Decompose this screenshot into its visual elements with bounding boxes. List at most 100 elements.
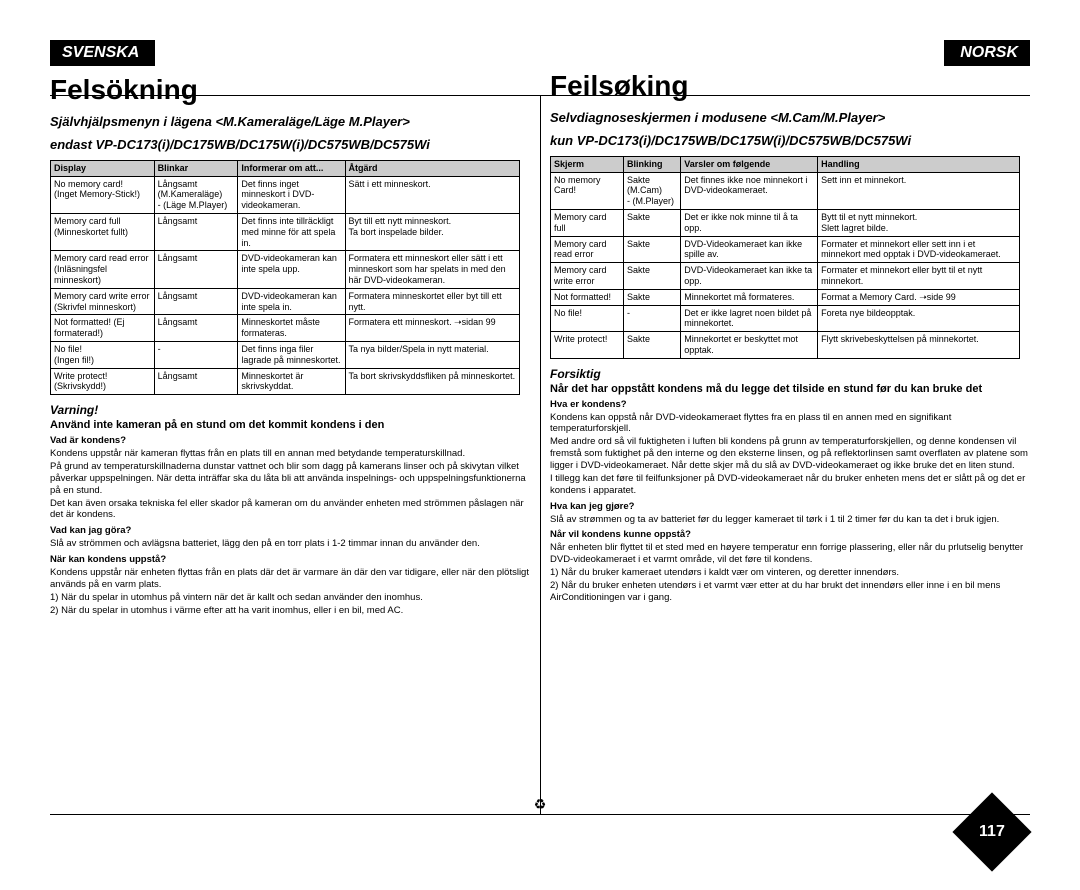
p: På grund av temperaturskillnaderna dunst…: [50, 461, 530, 497]
table-cell: Formatera minneskortet eller byt till et…: [345, 288, 520, 315]
page-title-sv: Felsökning: [50, 74, 530, 106]
q: Vad kan jag göra?: [50, 525, 530, 537]
th: Display: [51, 160, 155, 176]
p: Det kan även orsaka tekniska fel eller s…: [50, 498, 530, 522]
p: Kondens uppstår när kameran flyttas från…: [50, 448, 530, 460]
table-row: Memory card read errorSakteDVD-Videokame…: [551, 236, 1020, 263]
th: Skjerm: [551, 156, 624, 172]
table-cell: Formater et minnekort eller bytt til et …: [818, 263, 1020, 290]
table-cell: Minneskortet måste formateras.: [238, 315, 345, 342]
table-cell: Sätt i ett minneskort.: [345, 176, 520, 213]
warning-title-no: Forsiktig: [550, 367, 1030, 381]
th: Varsler om følgende: [681, 156, 818, 172]
table-cell: Write protect!: [551, 332, 624, 359]
table-cell: Ta bort skrivskyddsfliken på minneskorte…: [345, 368, 520, 395]
body-text-sv: Vad är kondens? Kondens uppstår när kame…: [50, 435, 530, 616]
table-cell: Långsamt: [154, 368, 238, 395]
table-cell: Flytt skrivebeskyttelsen på minnekortet.: [818, 332, 1020, 359]
manual-page: SVENSKA Felsökning Självhjälpsmenyn i lä…: [0, 0, 1080, 890]
table-cell: Memory card read error (Inläsningsfel mi…: [51, 251, 155, 288]
table-cell: Det finnes ikke noe minnekort i DVD-vide…: [681, 172, 818, 209]
table-cell: Det er ikke nok minne til å ta opp.: [681, 209, 818, 236]
th: Åtgärd: [345, 160, 520, 176]
p: I tillegg kan det føre til feilfunksjone…: [550, 473, 1030, 497]
table-row: Memory card full (Minneskortet fullt)Lån…: [51, 213, 520, 250]
p: 1) När du spelar in utomhus på vintern n…: [50, 592, 530, 604]
page-number: 117: [979, 823, 1005, 841]
table-cell: Sakte: [623, 263, 680, 290]
table-row: Memory card write errorSakteDVD-Videokam…: [551, 263, 1020, 290]
table-row: Write protect!SakteMinnekortet er beskyt…: [551, 332, 1020, 359]
table-cell: Det er ikke lagret noen bildet på minnek…: [681, 305, 818, 332]
warning-main-no: Når det har oppstått kondens må du legge…: [550, 383, 1030, 395]
p: Slå av strömmen och avlägsna batteriet, …: [50, 538, 530, 550]
q: När kan kondens uppstå?: [50, 554, 530, 566]
table-row: No memory Card!Sakte (M.Cam) - (M.Player…: [551, 172, 1020, 209]
table-cell: No file! (Ingen fil!): [51, 341, 155, 368]
table-cell: DVD-Videokameraet kan ikke ta opp.: [681, 263, 818, 290]
table-cell: Foreta nye bildeopptak.: [818, 305, 1020, 332]
table-cell: Bytt til et nytt minnekort. Slett lagret…: [818, 209, 1020, 236]
recycle-icon: ♻: [530, 794, 550, 814]
th: Blinking: [623, 156, 680, 172]
table-cell: Memory card full: [551, 209, 624, 236]
table-row: No memory card! (Inget Memory-Stick!)Lån…: [51, 176, 520, 213]
table-cell: No memory Card!: [551, 172, 624, 209]
subhead-no-1: Selvdiagnoseskjermen i modusene <M.Cam/M…: [550, 110, 1030, 127]
table-cell: Det finns inte tillräckligt med minne fö…: [238, 213, 345, 250]
table-cell: -: [154, 341, 238, 368]
table-row: No file! (Ingen fil!)-Det finns inga fil…: [51, 341, 520, 368]
table-cell: Formater et minnekort eller sett inn i e…: [818, 236, 1020, 263]
troubleshoot-table-sv: Display Blinkar Informerar om att... Åtg…: [50, 160, 520, 395]
warning-main-sv: Använd inte kameran på en stund om det k…: [50, 419, 530, 431]
table-cell: Byt till ett nytt minneskort. Ta bort in…: [345, 213, 520, 250]
troubleshoot-table-no: Skjerm Blinking Varsler om følgende Hand…: [550, 156, 1020, 359]
q: Når vil kondens kunne oppstå?: [550, 529, 1030, 541]
p: Kondens uppstår när enheten flyttas från…: [50, 567, 530, 591]
lang-badge-no: NORSK: [944, 40, 1030, 66]
table-cell: -: [623, 305, 680, 332]
table-cell: Långsamt: [154, 288, 238, 315]
table-cell: Långsamt: [154, 251, 238, 288]
table-cell: Memory card write error (Skrivfel minnes…: [51, 288, 155, 315]
table-cell: Memory card write error: [551, 263, 624, 290]
p: Med andre ord så vil fuktigheten i lufte…: [550, 436, 1030, 472]
q: Hva kan jeg gjøre?: [550, 501, 1030, 513]
table-cell: Formatera ett minneskort. ➝sidan 99: [345, 315, 520, 342]
p: 1) Når du bruker kameraet utendørs i kal…: [550, 567, 1030, 579]
p: Når enheten blir flyttet til et sted med…: [550, 542, 1030, 566]
table-cell: DVD-videokameran kan inte spela upp.: [238, 251, 345, 288]
p: Kondens kan oppstå når DVD-videokameraet…: [550, 412, 1030, 436]
table-cell: Sakte: [623, 289, 680, 305]
warning-title-sv: Varning!: [50, 403, 530, 417]
table-cell: DVD-videokameran kan inte spela in.: [238, 288, 345, 315]
page-title-no: Feilsøking: [550, 70, 1030, 102]
p: Slå av strømmen og ta av batteriet før d…: [550, 514, 1030, 526]
table-row: No file!-Det er ikke lagret noen bildet …: [551, 305, 1020, 332]
subhead-no-2: kun VP-DC173(i)/DC175WB/DC175W(i)/DC575W…: [550, 133, 1030, 150]
table-cell: Memory card read error: [551, 236, 624, 263]
table-cell: DVD-Videokameraet kan ikke spille av.: [681, 236, 818, 263]
table-row: Not formatted! (Ej formaterad!)LångsamtM…: [51, 315, 520, 342]
table-cell: Not formatted!: [551, 289, 624, 305]
th: Informerar om att...: [238, 160, 345, 176]
table-cell: Format a Memory Card. ➝side 99: [818, 289, 1020, 305]
table-cell: Det finns inget minneskort i DVD-videoka…: [238, 176, 345, 213]
table-cell: Långsamt: [154, 213, 238, 250]
table-cell: Det finns inga filer lagrade på minnesko…: [238, 341, 345, 368]
column-swedish: SVENSKA Felsökning Självhjälpsmenyn i lä…: [50, 40, 540, 840]
table-cell: Sakte: [623, 332, 680, 359]
body-text-no: Hva er kondens? Kondens kan oppstå når D…: [550, 399, 1030, 604]
table-cell: Sakte: [623, 236, 680, 263]
th: Blinkar: [154, 160, 238, 176]
table-cell: Minnekortet må formateres.: [681, 289, 818, 305]
table-cell: Minnekortet er beskyttet mot opptak.: [681, 332, 818, 359]
table-cell: No memory card! (Inget Memory-Stick!): [51, 176, 155, 213]
table-cell: Långsamt: [154, 315, 238, 342]
th: Handling: [818, 156, 1020, 172]
table-row: Memory card fullSakteDet er ikke nok min…: [551, 209, 1020, 236]
subhead-sv-1: Självhjälpsmenyn i lägena <M.Kameraläge/…: [50, 114, 530, 131]
table-cell: Write protect! (Skrivskydd!): [51, 368, 155, 395]
table-row: Not formatted!SakteMinnekortet må format…: [551, 289, 1020, 305]
table-cell: Sakte: [623, 209, 680, 236]
